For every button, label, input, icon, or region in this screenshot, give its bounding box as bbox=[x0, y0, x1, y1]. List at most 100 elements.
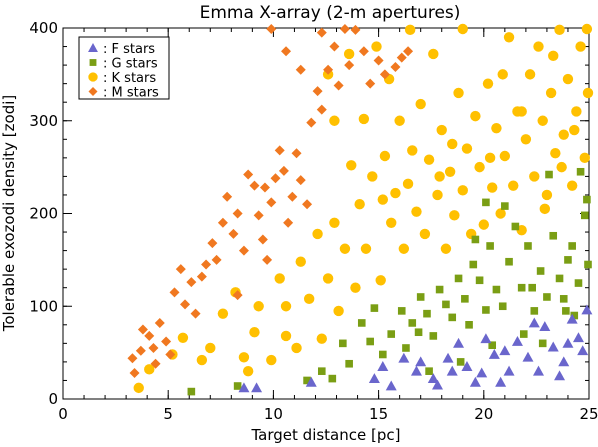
f-star-point bbox=[528, 317, 540, 328]
m-star-point bbox=[190, 308, 201, 319]
y-tick-label: 100 bbox=[29, 297, 58, 315]
m-star-point bbox=[259, 182, 270, 193]
data-markers bbox=[127, 23, 594, 396]
g-star-point bbox=[501, 202, 509, 210]
k-star-point bbox=[484, 152, 496, 164]
k-star-point bbox=[550, 148, 561, 159]
g-star-point bbox=[471, 235, 480, 244]
x-tick-label: 25 bbox=[579, 405, 598, 423]
k-star-point bbox=[503, 32, 515, 43]
f-star-point bbox=[251, 382, 263, 393]
f-star-point bbox=[522, 351, 534, 362]
k-star-point bbox=[371, 41, 382, 52]
f-star-point bbox=[581, 304, 593, 315]
m-star-point bbox=[266, 197, 277, 208]
g-star-point bbox=[465, 321, 473, 329]
g-star-point bbox=[408, 319, 417, 327]
k-star-point bbox=[295, 256, 306, 267]
k-star-point bbox=[423, 154, 435, 165]
k-star-point bbox=[499, 150, 511, 162]
k-star-point bbox=[478, 219, 489, 230]
k-star-point bbox=[280, 301, 292, 312]
k-star-point bbox=[133, 382, 144, 394]
m-star-point bbox=[278, 165, 289, 176]
m-star-point bbox=[148, 342, 159, 353]
k-star-point bbox=[280, 330, 292, 342]
k-star-point bbox=[533, 41, 544, 52]
legend-m-symbol bbox=[88, 87, 98, 96]
m-star-series bbox=[127, 24, 414, 379]
x-tick-label: 15 bbox=[369, 405, 388, 423]
k-star-point bbox=[177, 332, 189, 343]
g-star-point bbox=[538, 339, 547, 348]
m-star-point bbox=[257, 234, 268, 245]
k-star-point bbox=[449, 210, 460, 221]
f-star-point bbox=[238, 382, 250, 393]
m-star-point bbox=[316, 104, 327, 115]
g-star-point bbox=[562, 307, 570, 315]
k-star-point bbox=[350, 282, 361, 293]
k-star-point bbox=[346, 160, 357, 171]
m-star-point bbox=[358, 46, 369, 57]
m-star-point bbox=[291, 148, 302, 159]
legend-g-symbol bbox=[89, 59, 97, 66]
k-star-point bbox=[548, 50, 559, 62]
g-star-point bbox=[469, 260, 478, 269]
x-tick-label: 10 bbox=[264, 405, 283, 423]
m-star-point bbox=[228, 228, 239, 239]
k-star-point bbox=[436, 124, 447, 136]
y-axis-label: Tolerable exozodi density [zodi] bbox=[0, 95, 18, 333]
k-star-point bbox=[440, 243, 452, 254]
m-star-point bbox=[207, 238, 218, 249]
g-star-point bbox=[379, 350, 387, 359]
g-star-point bbox=[370, 304, 379, 312]
g-star-point bbox=[511, 222, 520, 231]
g-star-point bbox=[345, 359, 353, 368]
m-star-point bbox=[329, 41, 340, 52]
g-star-point bbox=[454, 274, 463, 283]
m-star-point bbox=[217, 217, 228, 228]
f-star-point bbox=[577, 345, 589, 356]
g-star-point bbox=[317, 367, 326, 375]
f-star-point bbox=[427, 373, 439, 383]
k-star-point bbox=[579, 152, 590, 164]
g-star-point bbox=[568, 242, 576, 250]
m-star-point bbox=[211, 254, 222, 265]
y-tick-label: 300 bbox=[29, 112, 58, 130]
k-star-point bbox=[482, 78, 494, 89]
m-star-point bbox=[339, 24, 350, 34]
f-star-point bbox=[566, 313, 578, 324]
g-star-point bbox=[425, 367, 433, 375]
m-star-point bbox=[144, 330, 155, 341]
k-star-point bbox=[539, 203, 551, 215]
f-star-point bbox=[547, 341, 559, 352]
k-star-point bbox=[562, 73, 574, 85]
m-star-point bbox=[396, 52, 407, 63]
y-tick-label: 200 bbox=[29, 205, 58, 223]
legend-m-label: : M stars bbox=[103, 86, 159, 101]
x-axis-label: Target distance [pc] bbox=[251, 426, 401, 444]
g-star-point bbox=[303, 376, 311, 385]
g-star-point bbox=[517, 283, 526, 292]
g-star-point bbox=[461, 295, 469, 303]
k-star-point bbox=[582, 87, 594, 99]
m-star-point bbox=[127, 353, 138, 364]
k-star-point bbox=[432, 189, 443, 201]
m-star-point bbox=[312, 86, 323, 97]
m-star-point bbox=[232, 208, 243, 219]
f-star-point bbox=[432, 379, 444, 390]
g-star-point bbox=[549, 231, 558, 240]
g-star-point bbox=[528, 283, 536, 292]
g-star-point bbox=[584, 260, 592, 269]
g-star-point bbox=[574, 279, 583, 287]
m-star-point bbox=[243, 169, 254, 180]
g-star-point bbox=[505, 257, 513, 266]
f-star-point bbox=[558, 356, 570, 367]
k-star-point bbox=[581, 23, 593, 35]
m-star-point bbox=[287, 191, 298, 202]
g-star-point bbox=[187, 387, 196, 396]
g-star-point bbox=[402, 344, 410, 352]
m-star-point bbox=[161, 336, 172, 347]
m-star-point bbox=[180, 299, 191, 310]
m-star-point bbox=[196, 271, 207, 282]
